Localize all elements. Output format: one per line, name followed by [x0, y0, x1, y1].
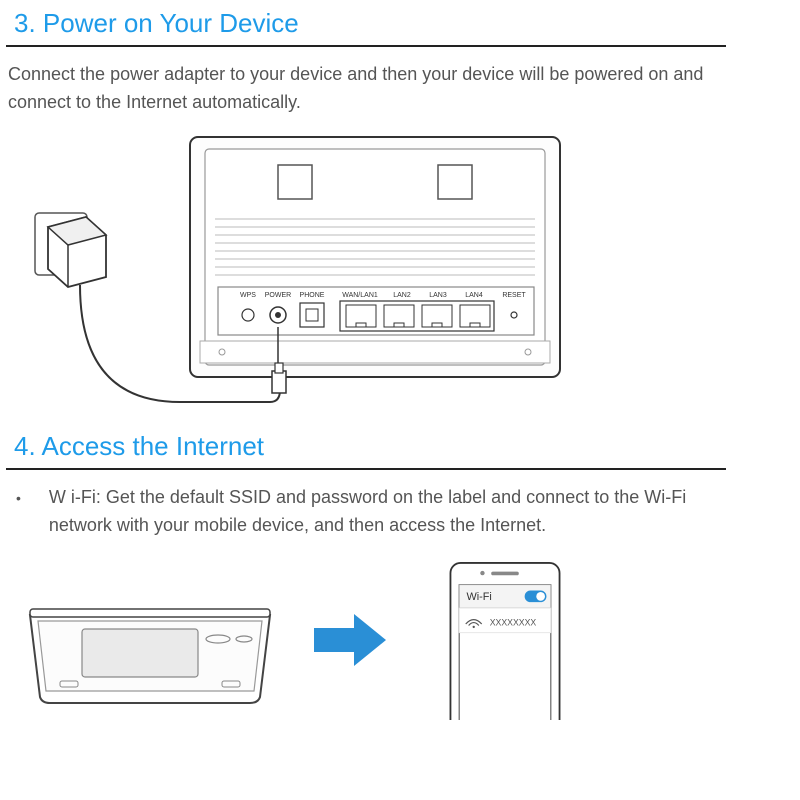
router-power-illustration: WPS POWER PHONE WAN/LAN1 LAN2 LAN3 LAN4 … [0, 127, 640, 417]
section-4-bullet-row: • W i-Fi: Get the default SSID and passw… [0, 470, 800, 540]
wifi-connect-figure: Wi-Fi XXXXXXXX [0, 560, 800, 720]
port-label-lan4: LAN4 [465, 292, 483, 299]
section-4-heading: 4. Access the Internet [6, 423, 272, 470]
port-label-lan3: LAN3 [429, 292, 447, 299]
power-adapter-icon [48, 217, 106, 287]
port-label-wan: WAN/LAN1 [342, 292, 378, 299]
bullet-dot-icon: • [16, 490, 21, 506]
section-3-heading: 3. Power on Your Device [6, 0, 307, 47]
power-device-figure: WPS POWER PHONE WAN/LAN1 LAN2 LAN3 LAN4 … [0, 127, 800, 417]
phone-wifi-illustration: Wi-Fi XXXXXXXX [420, 560, 590, 720]
port-label-wps: WPS [240, 292, 256, 299]
phone-wifi-label: Wi-Fi [466, 591, 491, 603]
arrow-right-icon [310, 610, 390, 670]
router-bottom-illustration [20, 575, 280, 705]
phone-ssid-placeholder: XXXXXXXX [490, 617, 537, 627]
port-label-power: POWER [265, 292, 291, 299]
section-4-body: W i-Fi: Get the default SSID and passwor… [49, 484, 689, 540]
port-label-phone: PHONE [300, 292, 325, 299]
section-3-body: Connect the power adapter to your device… [0, 47, 720, 117]
port-label-reset: RESET [502, 292, 526, 299]
port-label-lan2: LAN2 [393, 292, 411, 299]
